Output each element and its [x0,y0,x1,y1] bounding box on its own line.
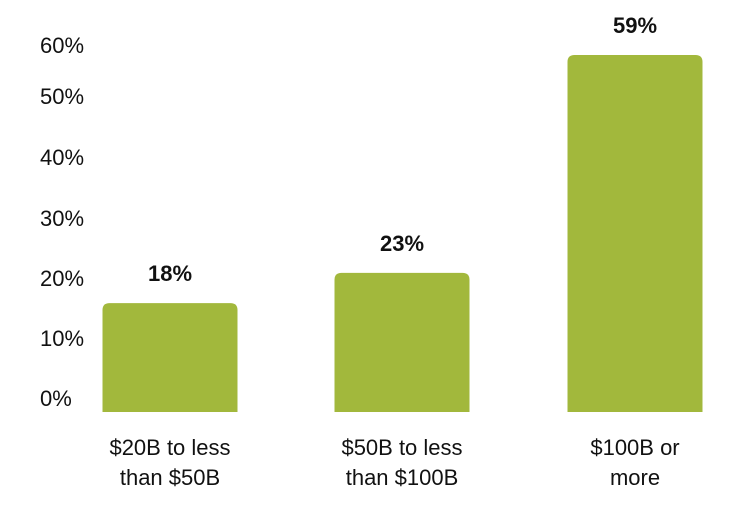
y-tick-label: 10% [40,326,84,351]
bar [334,272,470,412]
bars [102,55,703,413]
y-tick-label: 30% [40,206,84,231]
x-category-label: $100B or [590,435,679,460]
x-category-label: than $100B [346,465,459,490]
bar [567,55,703,413]
x-category-label: more [610,465,660,490]
y-tick-label: 0% [40,386,72,411]
y-axis: 0% 10% 20% 30% 40% 50% 60% [40,33,84,411]
x-category-label: than $50B [120,465,220,490]
bar [102,303,238,412]
x-axis: $20B to less than $50B $50B to less than $1… [109,435,679,490]
x-category-label: $50B to less [341,435,462,460]
y-tick-label: 40% [40,145,84,170]
bar-value-label: 18% [148,261,192,286]
y-tick-label: 50% [40,84,84,109]
bar-value-label: 59% [613,13,657,38]
data-labels: 18% 23% 59% [148,13,657,286]
bar-value-label: 23% [380,231,424,256]
y-tick-label: 60% [40,33,84,58]
x-category-label: $20B to less [109,435,230,460]
y-tick-label: 20% [40,266,84,291]
